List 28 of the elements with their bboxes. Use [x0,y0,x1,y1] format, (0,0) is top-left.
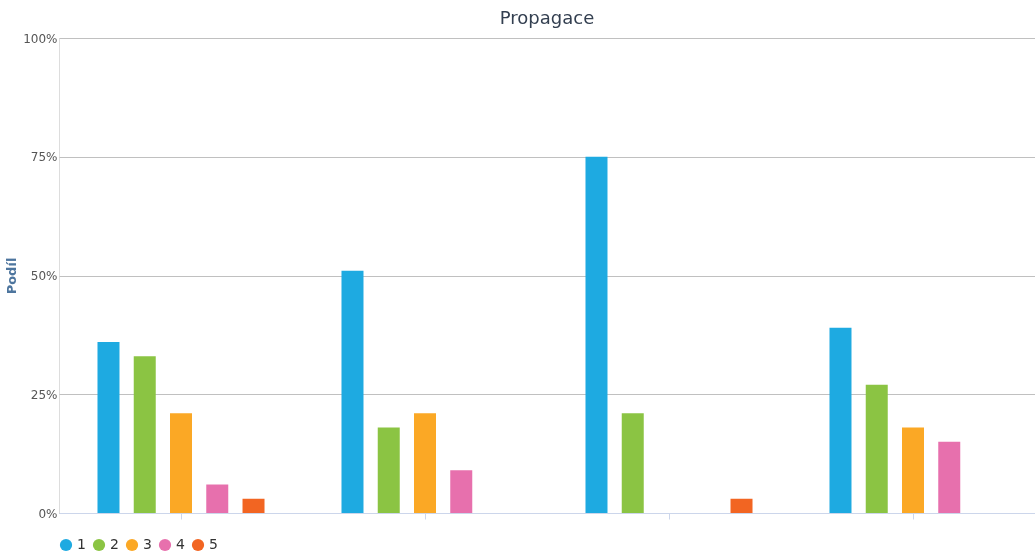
bar [902,427,924,513]
legend-label: 2 [110,536,119,552]
y-tick-label: 0% [38,506,58,521]
bar [97,342,120,513]
bar [621,413,644,513]
legend-label: 1 [77,536,86,552]
y-tick-label: 75% [30,150,58,165]
bar [829,327,852,513]
bar [865,384,888,513]
bar [414,413,436,513]
chart-title: Propagace [499,7,595,28]
legend-label: 4 [176,536,185,552]
y-tick-label: 25% [30,387,58,402]
bar [730,498,753,513]
bar [377,427,400,513]
bar [341,270,364,513]
bar [938,441,961,513]
bar [133,356,156,513]
legend-label: 3 [143,536,152,552]
bar [170,413,192,513]
legend-label: 5 [209,536,218,552]
y-tick-label: 100% [23,31,58,46]
bar [242,498,265,513]
bar [206,484,229,513]
y-tick-label: 50% [30,269,58,283]
y-axis-title: Podíl [4,257,20,295]
bar [585,156,608,513]
bar [450,470,473,513]
